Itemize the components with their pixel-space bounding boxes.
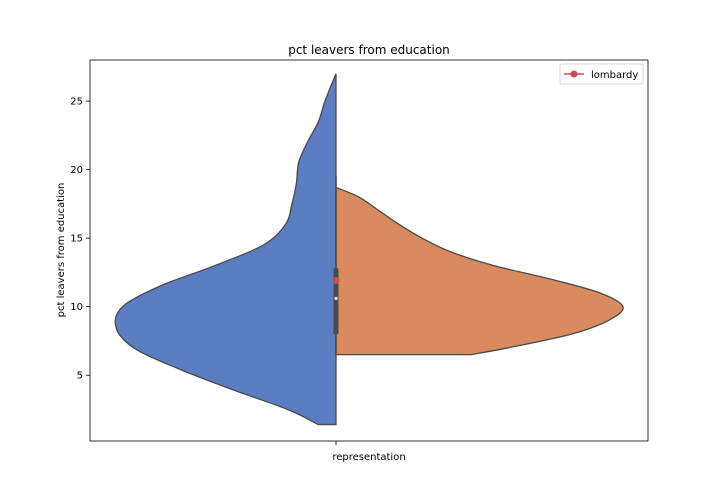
x-axis: representation (332, 441, 406, 463)
overlay-point-group (332, 277, 340, 285)
legend-entry-lombardy: lombardy (591, 70, 638, 81)
y-tick-label: 15 (70, 234, 83, 245)
inner-boxplot (333, 176, 339, 355)
overlay-point-lombardy (332, 277, 340, 285)
box-median (334, 296, 338, 301)
y-tick-label: 5 (77, 371, 83, 382)
y-tick-label: 25 (70, 97, 83, 108)
y-axis: 5 10 15 20 25 (70, 97, 90, 382)
legend-box (559, 63, 644, 85)
chart-title: pct leavers from education (288, 43, 450, 57)
x-tick-label: representation (332, 452, 405, 463)
y-tick-label: 10 (70, 302, 83, 313)
plot-frame (89, 59, 649, 442)
legend: lombardy (559, 63, 644, 85)
y-tick-label: 20 (70, 165, 83, 176)
legend-marker-dot (570, 70, 578, 78)
violin-left-half (114, 73, 337, 426)
y-axis-label: pct leavers from education (56, 183, 67, 318)
violin-group (114, 73, 624, 426)
violin-right-half (335, 186, 624, 356)
box-iqr (333, 268, 339, 335)
